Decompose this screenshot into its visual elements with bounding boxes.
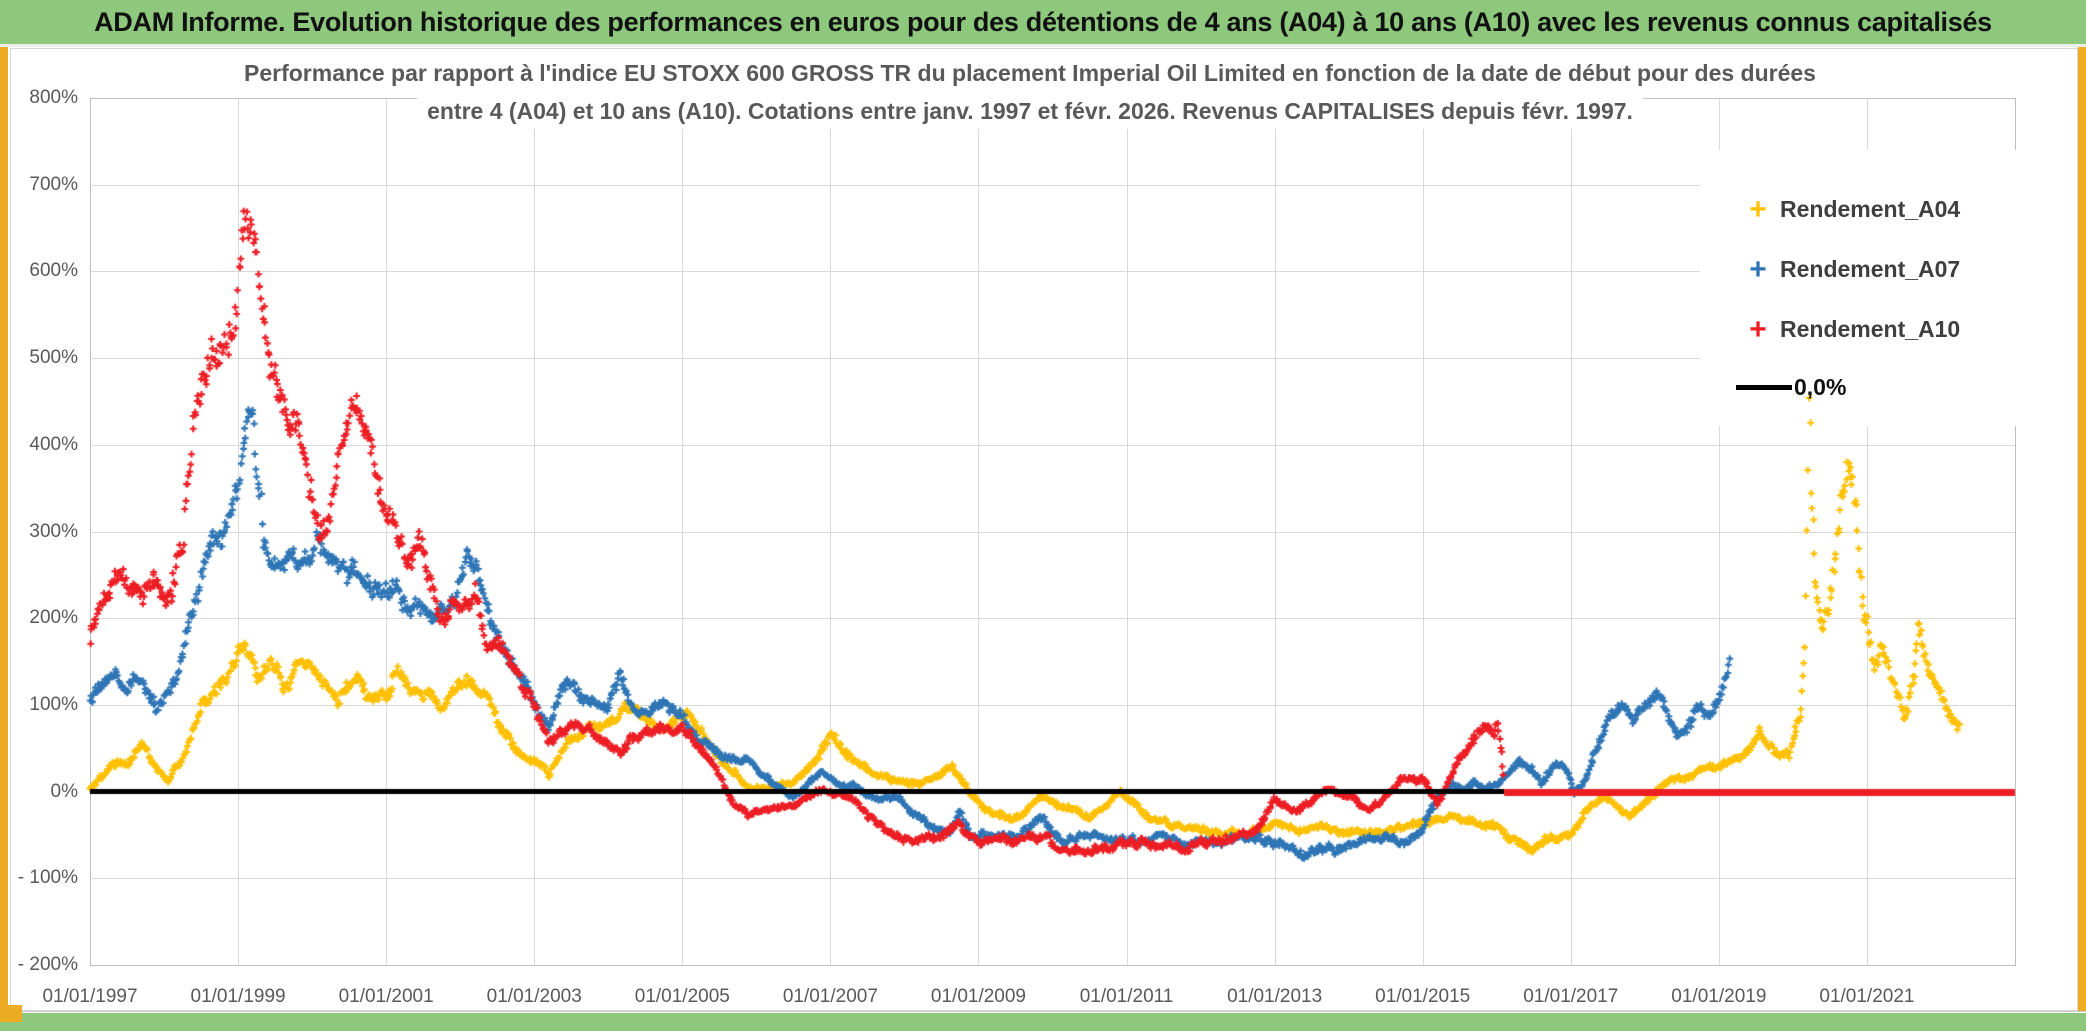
x-axis-tick-label: 01/01/2003 [486,986,582,1007]
x-axis-tick-label: 01/01/2015 [1375,986,1471,1007]
chart-title-line2: entre 4 (A04) et 10 ans (A10). Cotations… [417,94,1643,129]
x-axis-tick-label: 01/01/2013 [1227,986,1323,1007]
x-axis-tick-label: 01/01/2005 [634,986,730,1007]
legend-label: 0,0% [1794,374,1847,400]
x-axis-tick-label: 01/01/2019 [1671,986,1767,1007]
plus-marker-icon: + [1749,192,1767,226]
title-underline [0,44,2086,47]
x-axis-tick-label: 01/01/2009 [930,986,1026,1007]
bottom-bar [0,1013,2086,1031]
y-axis-tick-label: 0% [50,780,78,802]
y-axis-tick-label: - 200% [17,954,78,975]
x-axis-tick-label: 01/01/2011 [1079,986,1174,1007]
plus-marker-icon: + [1749,252,1767,286]
y-axis-tick-label: 800% [29,87,78,108]
x-axis-tick-label: 01/01/2021 [1819,986,1915,1007]
plus-marker-icon: + [1749,312,1767,346]
y-axis-tick-label: 500% [29,347,78,369]
y-axis-tick-label: 100% [29,693,78,715]
left-edge-accent [0,44,8,1011]
x-axis-tick-label: 01/01/2017 [1523,986,1619,1007]
bottom-left-accent [0,1005,22,1022]
legend-label: Rendement_A04 [1780,196,1961,222]
chart-title-line1: Performance par rapport à l'indice EU ST… [234,56,1826,91]
y-axis-tick-label: 400% [29,433,78,455]
y-axis-tick-label: 200% [29,607,78,629]
y-axis-tick-label: 600% [29,260,78,282]
right-edge-accent [2078,44,2086,1011]
legend-item-rendement-a04[interactable]: + Rendement_A04 [1736,192,1961,226]
legend-item-rendement-a10[interactable]: + Rendement_A10 [1736,312,1961,346]
x-axis-tick-label: 01/01/1997 [42,986,138,1007]
legend-label: Rendement_A07 [1780,256,1961,282]
y-axis-tick-label: 700% [29,173,78,195]
x-axis-tick-label: 01/01/2007 [782,986,878,1007]
x-axis-tick-label: 01/01/1999 [190,986,286,1007]
x-axis-tick-label: 01/01/2001 [338,986,434,1007]
legend-label: Rendement_A10 [1780,316,1961,342]
report-title-bar: ADAM Informe. Evolution historique des p… [0,0,2086,44]
chart-title: Performance par rapport à l'indice EU ST… [105,56,1955,132]
y-axis-tick-label: 300% [29,520,78,542]
zero-line-icon [1736,385,1792,390]
legend-item-0-0-[interactable]: 0,0% [1736,374,1846,401]
report-title: ADAM Informe. Evolution historique des p… [94,6,1992,37]
bottom-divider [0,1011,2086,1012]
y-axis-tick-label: - 100% [17,867,78,889]
legend-item-rendement-a07[interactable]: + Rendement_A07 [1736,252,1961,286]
